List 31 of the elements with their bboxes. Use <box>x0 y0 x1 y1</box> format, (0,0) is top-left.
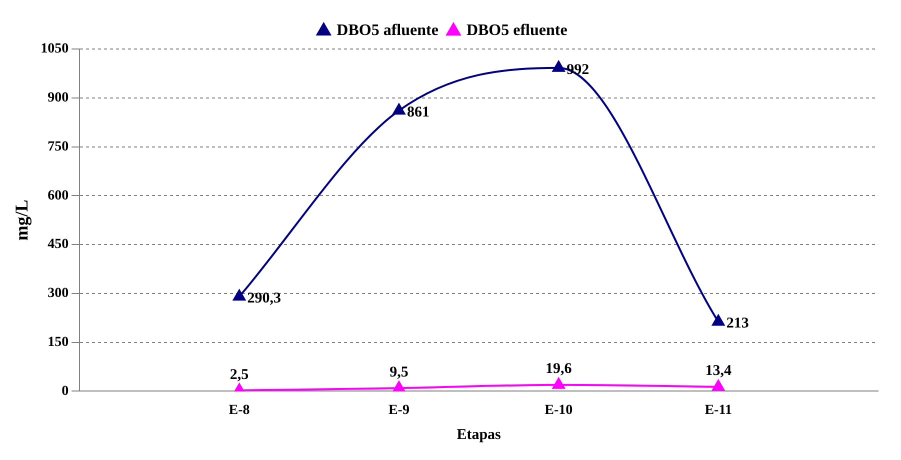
x-tick-label: E-9 <box>388 403 410 418</box>
point <box>552 60 565 72</box>
data-label: 13,4 <box>705 363 732 380</box>
x-axis-title: Etapas <box>456 426 502 443</box>
point <box>552 378 565 389</box>
point <box>712 314 725 326</box>
point <box>392 381 406 392</box>
y-tick-label: 0 <box>62 384 69 399</box>
y-tick-label: 150 <box>48 334 69 350</box>
y-tick-label: 600 <box>48 188 69 204</box>
data-label: 9,5 <box>390 364 408 380</box>
y-axis-title: mg/L <box>11 200 32 241</box>
data-label: 19,6 <box>546 361 572 378</box>
x-tick-label: E-11 <box>704 403 732 418</box>
x-tick-label: E-10 <box>544 403 573 418</box>
data-label: 861 <box>406 104 430 120</box>
data-label: 2,5 <box>230 366 249 383</box>
point <box>233 290 246 301</box>
legend-label: DBO5 efluente <box>466 22 568 40</box>
y-tick-label: 1050 <box>40 42 69 57</box>
data-label: 213 <box>726 316 749 332</box>
y-tick-label: 300 <box>48 286 69 302</box>
y-tick-label: 450 <box>48 237 69 252</box>
data-label: 290,3 <box>247 290 282 306</box>
data-label: 992 <box>566 62 590 78</box>
point <box>392 104 406 115</box>
y-tick-label: 750 <box>48 139 69 154</box>
y-tick-label: 900 <box>48 90 69 106</box>
legend-label: DBO5 afluente <box>336 22 438 40</box>
x-tick-label: E-8 <box>228 403 250 418</box>
point <box>712 380 725 391</box>
